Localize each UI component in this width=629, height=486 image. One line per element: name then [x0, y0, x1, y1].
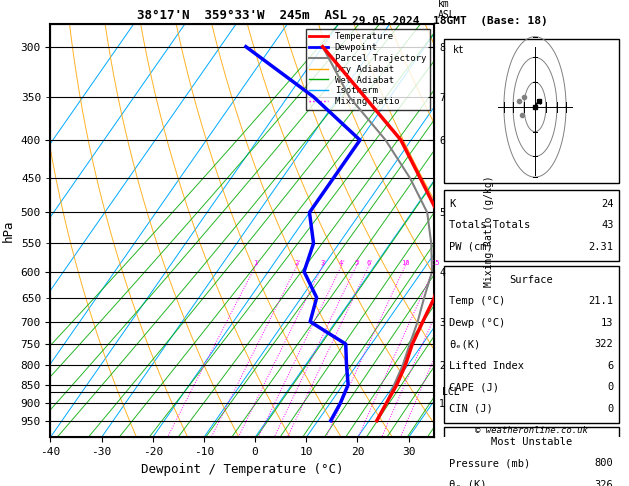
Text: 6: 6	[367, 260, 371, 266]
Text: Totals Totals: Totals Totals	[449, 220, 530, 230]
Text: Most Unstable: Most Unstable	[491, 436, 572, 447]
Text: PW (cm): PW (cm)	[449, 242, 493, 252]
Text: 800: 800	[595, 458, 613, 468]
Text: 2: 2	[295, 260, 299, 266]
Text: Temp (°C): Temp (°C)	[449, 296, 505, 306]
Text: 5: 5	[354, 260, 359, 266]
Text: 322: 322	[595, 339, 613, 349]
Text: 1: 1	[253, 260, 257, 266]
FancyBboxPatch shape	[443, 190, 619, 261]
Y-axis label: Mixing Ratio (g/kg): Mixing Ratio (g/kg)	[484, 175, 494, 287]
Text: kt: kt	[453, 45, 464, 55]
FancyBboxPatch shape	[443, 428, 619, 486]
FancyBboxPatch shape	[443, 265, 619, 423]
FancyBboxPatch shape	[443, 39, 619, 183]
Text: 4: 4	[339, 260, 343, 266]
Text: 0: 0	[608, 403, 613, 414]
Text: Pressure (mb): Pressure (mb)	[449, 458, 530, 468]
Text: 43: 43	[601, 220, 613, 230]
Text: km
ASL: km ASL	[438, 0, 455, 20]
Text: θₑ (K): θₑ (K)	[449, 480, 487, 486]
Text: θₑ(K): θₑ(K)	[449, 339, 481, 349]
Text: LCL: LCL	[442, 387, 460, 397]
Text: Surface: Surface	[509, 275, 553, 285]
Text: © weatheronline.co.uk: © weatheronline.co.uk	[475, 426, 587, 435]
Text: Lifted Index: Lifted Index	[449, 361, 524, 370]
Text: CIN (J): CIN (J)	[449, 403, 493, 414]
Text: 24: 24	[601, 199, 613, 208]
Text: 10: 10	[401, 260, 409, 266]
Text: 2.31: 2.31	[589, 242, 613, 252]
Title: 38°17'N  359°33'W  245m  ASL: 38°17'N 359°33'W 245m ASL	[137, 9, 347, 22]
Text: 0: 0	[608, 382, 613, 392]
Text: K: K	[449, 199, 455, 208]
Text: 3: 3	[320, 260, 325, 266]
Text: 326: 326	[595, 480, 613, 486]
Text: 15: 15	[431, 260, 440, 266]
X-axis label: Dewpoint / Temperature (°C): Dewpoint / Temperature (°C)	[141, 463, 343, 476]
Text: 21.1: 21.1	[589, 296, 613, 306]
Text: 6: 6	[608, 361, 613, 370]
Text: 13: 13	[601, 318, 613, 328]
Y-axis label: hPa: hPa	[2, 220, 15, 242]
Text: Dewp (°C): Dewp (°C)	[449, 318, 505, 328]
Legend: Temperature, Dewpoint, Parcel Trajectory, Dry Adiabat, Wet Adiabat, Isotherm, Mi: Temperature, Dewpoint, Parcel Trajectory…	[306, 29, 430, 110]
Text: 29.05.2024  18GMT  (Base: 18): 29.05.2024 18GMT (Base: 18)	[352, 16, 548, 26]
Text: CAPE (J): CAPE (J)	[449, 382, 499, 392]
